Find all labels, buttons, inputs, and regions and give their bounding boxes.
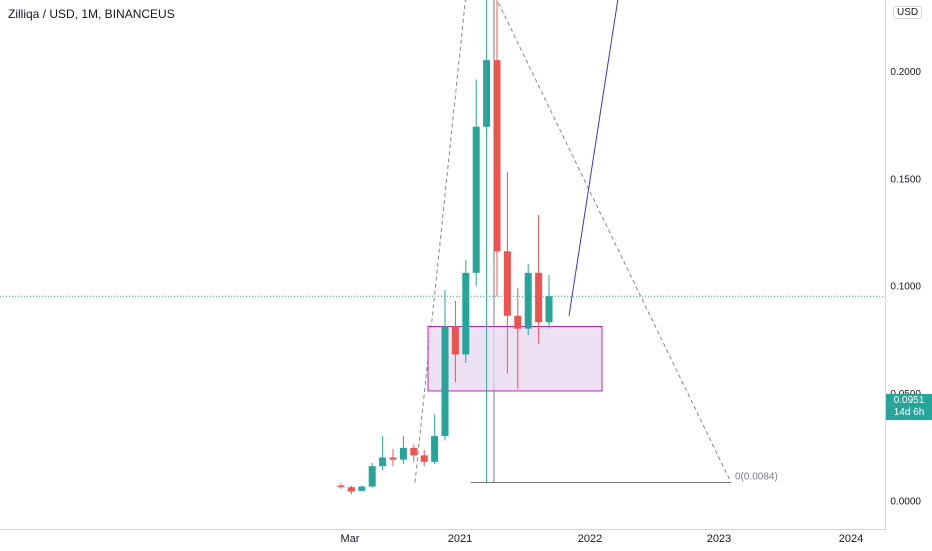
trend-line-down [496, 0, 732, 483]
candle-countdown: 14d 6h [893, 407, 925, 418]
candle-body [535, 272, 543, 323]
current-price-value: 0.0951 [893, 395, 925, 406]
candle [420, 450, 428, 467]
candle [514, 287, 522, 389]
candle-body [389, 457, 397, 460]
candle [410, 444, 418, 462]
candle [347, 485, 355, 495]
x-tick-label: 2023 [707, 533, 731, 545]
candle [535, 214, 543, 344]
candle [368, 462, 376, 488]
candle [472, 79, 480, 286]
x-tick-label: 2022 [578, 533, 602, 545]
candle-body [368, 466, 376, 487]
candle [441, 289, 449, 441]
candle [462, 259, 470, 364]
candle [431, 414, 439, 464]
chart-title: Zilliqa / USD, 1M, BINANCEUS [8, 7, 175, 21]
candle-body [524, 272, 532, 329]
candle [483, 0, 491, 483]
candle-body [545, 296, 553, 323]
candle-body [347, 487, 355, 492]
candle [358, 485, 366, 492]
candle-body [420, 455, 428, 462]
y-tick-label: 0.1500 [890, 174, 921, 185]
candle-body [337, 485, 345, 488]
candle-body [379, 457, 387, 467]
candle [451, 300, 459, 383]
x-tick-label: 2024 [839, 533, 863, 545]
candle-body [431, 436, 439, 462]
candle [493, 0, 501, 297]
x-tick-label: Mar [341, 533, 360, 545]
currency-button[interactable]: USD [893, 6, 923, 19]
candle [524, 264, 532, 336]
candle-body [462, 272, 470, 355]
candle [337, 483, 345, 489]
candle-body [493, 60, 501, 252]
trend-line-up [414, 0, 466, 483]
time-axis[interactable] [0, 529, 885, 551]
candle [545, 274, 553, 329]
fib-level-label: 0(0.0084) [735, 471, 778, 482]
projection-arrow-line [568, 0, 619, 316]
y-tick-label: 0.2000 [890, 67, 921, 78]
candle [399, 436, 407, 464]
candle-body [483, 60, 491, 127]
candle-body [358, 486, 366, 491]
candle-body [472, 126, 480, 273]
candle [379, 436, 387, 471]
price-axis[interactable] [885, 0, 932, 530]
current-price-tag: 0.0951 14d 6h [886, 394, 932, 420]
candle-body [514, 315, 522, 329]
candle [503, 171, 511, 374]
candle-body [451, 326, 459, 355]
candle-body [503, 251, 511, 316]
candle-body [441, 326, 449, 437]
x-tick-label: 2021 [448, 533, 472, 545]
candle-body [399, 447, 407, 460]
y-tick-label: 0.0000 [890, 497, 921, 508]
candle [389, 448, 397, 467]
y-tick-label: 0.1000 [890, 282, 921, 293]
candle-body [410, 447, 418, 456]
